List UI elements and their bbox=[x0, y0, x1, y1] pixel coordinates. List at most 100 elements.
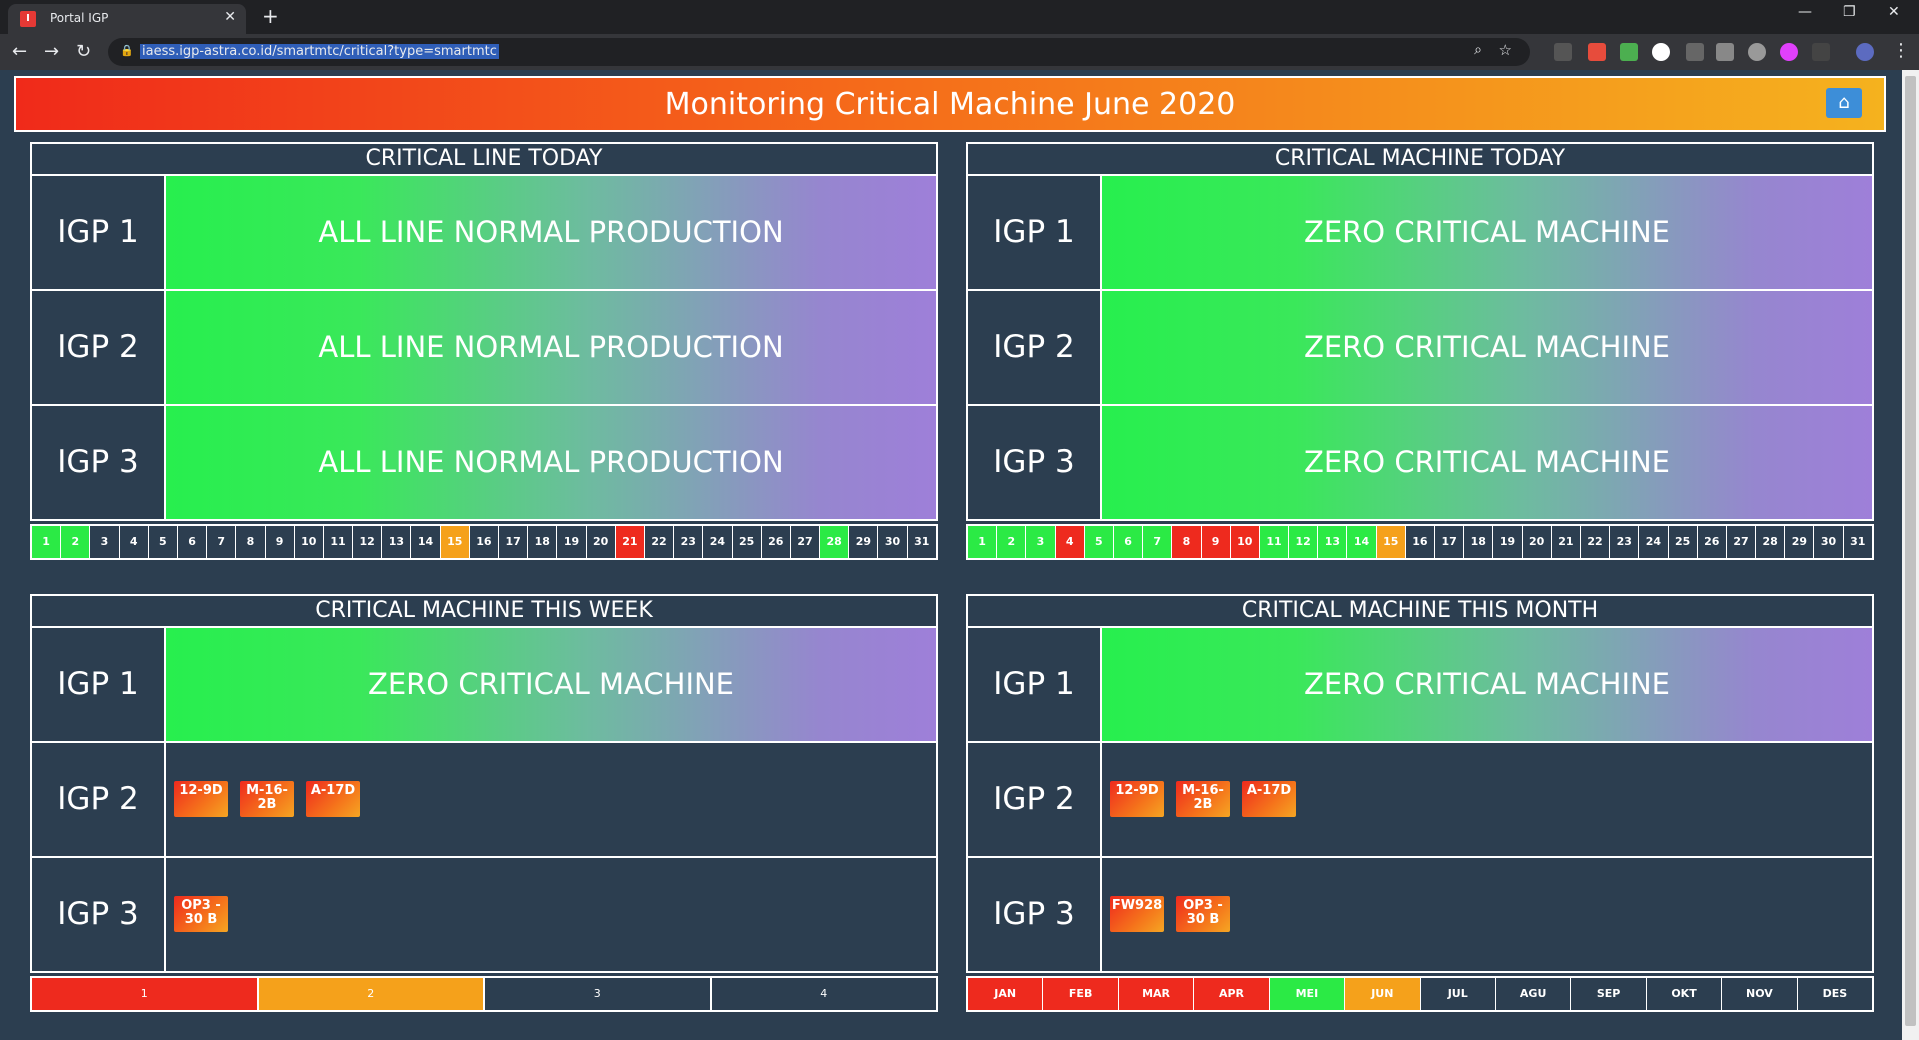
day-cell-24[interactable]: 24 bbox=[1639, 526, 1669, 558]
day-cell-16[interactable]: 16 bbox=[469, 526, 499, 558]
extension-icon[interactable] bbox=[1554, 43, 1572, 61]
day-cell-22[interactable]: 22 bbox=[644, 526, 675, 558]
day-cell-9[interactable]: 9 bbox=[1201, 526, 1231, 558]
day-cell-4[interactable]: 4 bbox=[119, 526, 149, 558]
day-cell-27[interactable]: 27 bbox=[790, 526, 821, 558]
day-cell-15[interactable]: 15 bbox=[440, 526, 470, 558]
address-bar[interactable]: 🔒 iaess.igp-astra.co.id/smartmtc/critica… bbox=[108, 38, 1530, 66]
day-cell-3[interactable]: 3 bbox=[90, 526, 120, 558]
browser-menu-icon[interactable]: ⋮ bbox=[1892, 40, 1910, 61]
extension-icon[interactable] bbox=[1780, 43, 1798, 61]
month-cell-mei[interactable]: MEI bbox=[1269, 978, 1346, 1010]
day-cell-23[interactable]: 23 bbox=[1610, 526, 1640, 558]
day-cell-17[interactable]: 17 bbox=[1435, 526, 1465, 558]
day-cell-2[interactable]: 2 bbox=[61, 526, 91, 558]
day-cell-31[interactable]: 31 bbox=[907, 526, 936, 558]
restore-icon[interactable]: ❐ bbox=[1843, 4, 1856, 20]
extension-icon[interactable] bbox=[1588, 43, 1606, 61]
day-cell-10[interactable]: 10 bbox=[294, 526, 324, 558]
day-cell-1[interactable]: 1 bbox=[968, 526, 998, 558]
machine-badge[interactable]: OP3 - 30 B bbox=[1176, 896, 1230, 932]
day-cell-3[interactable]: 3 bbox=[1026, 526, 1056, 558]
machine-badge[interactable]: A-17D bbox=[306, 781, 360, 817]
day-cell-26[interactable]: 26 bbox=[1697, 526, 1727, 558]
day-cell-9[interactable]: 9 bbox=[265, 526, 295, 558]
week-cell-3[interactable]: 3 bbox=[485, 978, 712, 1010]
month-cell-okt[interactable]: OKT bbox=[1647, 978, 1723, 1010]
day-cell-28[interactable]: 28 bbox=[1756, 526, 1786, 558]
month-cell-mar[interactable]: MAR bbox=[1118, 978, 1195, 1010]
day-cell-18[interactable]: 18 bbox=[1464, 526, 1494, 558]
extension-icon[interactable] bbox=[1620, 43, 1638, 61]
day-cell-21[interactable]: 21 bbox=[1551, 526, 1581, 558]
extension-icon[interactable] bbox=[1652, 43, 1670, 61]
home-button[interactable]: ⌂ bbox=[1826, 88, 1862, 118]
machine-badge[interactable]: OP3 - 30 B bbox=[174, 896, 228, 932]
url-text[interactable]: iaess.igp-astra.co.id/smartmtc/critical?… bbox=[140, 44, 499, 59]
day-cell-4[interactable]: 4 bbox=[1055, 526, 1085, 558]
month-cell-sep[interactable]: SEP bbox=[1571, 978, 1647, 1010]
day-cell-27[interactable]: 27 bbox=[1726, 526, 1757, 558]
month-cell-feb[interactable]: FEB bbox=[1043, 978, 1119, 1010]
day-cell-2[interactable]: 2 bbox=[997, 526, 1027, 558]
machine-badge[interactable]: 12-9D bbox=[174, 781, 228, 817]
day-cell-12[interactable]: 12 bbox=[1289, 526, 1319, 558]
day-cell-26[interactable]: 26 bbox=[761, 526, 791, 558]
day-cell-20[interactable]: 20 bbox=[586, 526, 616, 558]
day-cell-31[interactable]: 31 bbox=[1843, 526, 1872, 558]
browser-tab[interactable]: I Portal IGP ✕ bbox=[8, 4, 246, 34]
reload-icon[interactable]: ↻ bbox=[76, 41, 92, 62]
day-cell-8[interactable]: 8 bbox=[1172, 526, 1202, 558]
week-cell-2[interactable]: 2 bbox=[258, 978, 485, 1010]
back-icon[interactable]: ← bbox=[12, 41, 28, 62]
day-cell-11[interactable]: 11 bbox=[323, 526, 354, 558]
day-cell-6[interactable]: 6 bbox=[1113, 526, 1144, 558]
day-cell-1[interactable]: 1 bbox=[32, 526, 62, 558]
bookmark-star-icon[interactable]: ☆ bbox=[1498, 41, 1512, 59]
month-cell-jun[interactable]: JUN bbox=[1345, 978, 1421, 1010]
extension-icon[interactable] bbox=[1748, 43, 1766, 61]
day-cell-23[interactable]: 23 bbox=[674, 526, 704, 558]
day-cell-5[interactable]: 5 bbox=[1084, 526, 1114, 558]
week-cell-1[interactable]: 1 bbox=[32, 978, 259, 1010]
new-tab-icon[interactable]: + bbox=[262, 4, 279, 28]
week-cell-4[interactable]: 4 bbox=[820, 987, 828, 1000]
machine-badge[interactable]: FW928 bbox=[1110, 896, 1164, 932]
day-cell-28[interactable]: 28 bbox=[820, 526, 850, 558]
minimize-icon[interactable]: — bbox=[1798, 4, 1812, 20]
extension-icon[interactable] bbox=[1812, 43, 1830, 61]
forward-icon[interactable]: → bbox=[44, 41, 60, 62]
month-cell-jul[interactable]: JUL bbox=[1421, 978, 1496, 1010]
machine-badge[interactable]: M-16- 2B bbox=[1176, 781, 1230, 817]
month-cell-agu[interactable]: AGU bbox=[1496, 978, 1572, 1010]
day-cell-30[interactable]: 30 bbox=[1814, 526, 1844, 558]
day-cell-7[interactable]: 7 bbox=[207, 526, 237, 558]
profile-avatar[interactable] bbox=[1856, 43, 1874, 61]
day-cell-30[interactable]: 30 bbox=[878, 526, 908, 558]
month-cell-apr[interactable]: APR bbox=[1194, 978, 1270, 1010]
month-cell-jan[interactable]: JAN bbox=[968, 978, 1044, 1010]
day-cell-11[interactable]: 11 bbox=[1259, 526, 1290, 558]
day-cell-13[interactable]: 13 bbox=[1318, 526, 1348, 558]
day-cell-14[interactable]: 14 bbox=[411, 526, 441, 558]
day-cell-24[interactable]: 24 bbox=[703, 526, 733, 558]
zoom-icon[interactable]: ⌕ bbox=[1474, 42, 1482, 58]
extension-icon[interactable] bbox=[1716, 43, 1734, 61]
day-cell-8[interactable]: 8 bbox=[236, 526, 266, 558]
day-cell-12[interactable]: 12 bbox=[353, 526, 383, 558]
day-cell-16[interactable]: 16 bbox=[1405, 526, 1435, 558]
day-cell-29[interactable]: 29 bbox=[849, 526, 879, 558]
day-cell-29[interactable]: 29 bbox=[1785, 526, 1815, 558]
day-cell-14[interactable]: 14 bbox=[1347, 526, 1377, 558]
day-cell-7[interactable]: 7 bbox=[1143, 526, 1173, 558]
day-cell-15[interactable]: 15 bbox=[1376, 526, 1406, 558]
day-cell-21[interactable]: 21 bbox=[615, 526, 645, 558]
machine-badge[interactable]: M-16- 2B bbox=[240, 781, 294, 817]
day-cell-18[interactable]: 18 bbox=[528, 526, 558, 558]
machine-badge[interactable]: 12-9D bbox=[1110, 781, 1164, 817]
day-cell-20[interactable]: 20 bbox=[1522, 526, 1552, 558]
extension-icon[interactable] bbox=[1686, 43, 1704, 61]
month-cell-des[interactable]: DES bbox=[1822, 987, 1848, 1000]
close-tab-icon[interactable]: ✕ bbox=[224, 9, 236, 25]
day-cell-19[interactable]: 19 bbox=[1493, 526, 1523, 558]
